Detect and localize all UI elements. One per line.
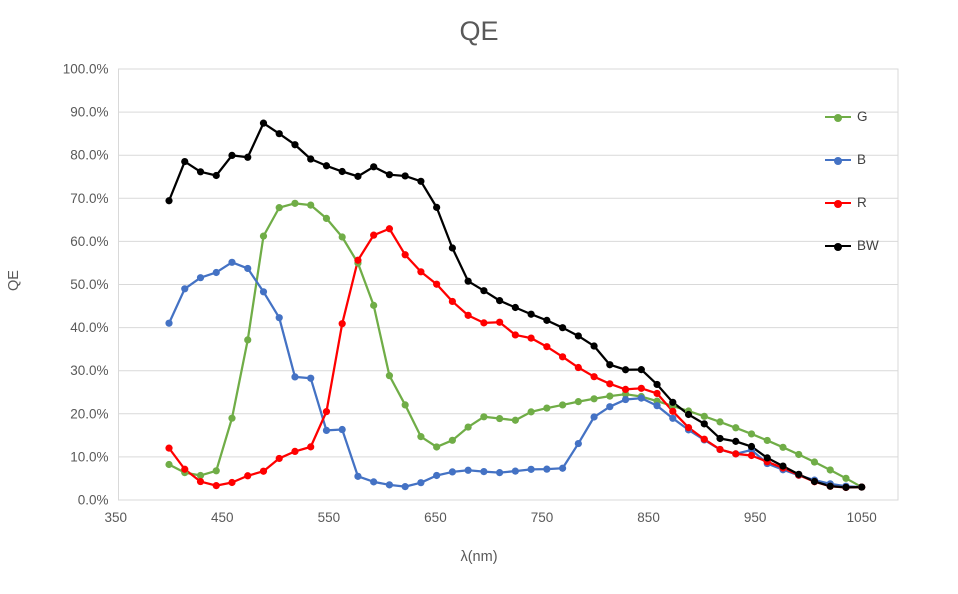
svg-text:40.0%: 40.0%: [70, 320, 108, 335]
svg-text:950: 950: [744, 510, 767, 525]
svg-text:20.0%: 20.0%: [70, 406, 108, 421]
svg-text:850: 850: [637, 510, 660, 525]
svg-text:30.0%: 30.0%: [70, 363, 108, 378]
svg-text:70.0%: 70.0%: [70, 191, 108, 206]
svg-text:90.0%: 90.0%: [70, 105, 108, 120]
svg-text:0.0%: 0.0%: [78, 493, 109, 508]
svg-text:350: 350: [104, 510, 127, 525]
svg-text:50.0%: 50.0%: [70, 277, 108, 292]
svg-text:60.0%: 60.0%: [70, 234, 108, 249]
svg-text:10.0%: 10.0%: [70, 449, 108, 464]
svg-text:650: 650: [424, 510, 447, 525]
svg-text:1050: 1050: [847, 510, 877, 525]
svg-text:100.0%: 100.0%: [63, 62, 109, 77]
svg-text:550: 550: [318, 510, 341, 525]
svg-text:750: 750: [531, 510, 554, 525]
svg-text:80.0%: 80.0%: [70, 148, 108, 163]
svg-text:450: 450: [211, 510, 234, 525]
